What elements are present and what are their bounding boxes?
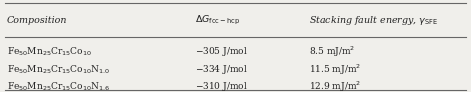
Text: Fe$_{50}$Mn$_{25}$Cr$_{15}$Co$_{10}$N$_{1.0}$: Fe$_{50}$Mn$_{25}$Cr$_{15}$Co$_{10}$N$_{… <box>7 64 110 76</box>
Text: 8.5 mJ/m$^{2}$: 8.5 mJ/m$^{2}$ <box>309 44 355 59</box>
Text: 11.5 mJ/m$^{2}$: 11.5 mJ/m$^{2}$ <box>309 63 361 77</box>
Text: Fe$_{50}$Mn$_{25}$Cr$_{15}$Co$_{10}$: Fe$_{50}$Mn$_{25}$Cr$_{15}$Co$_{10}$ <box>7 45 92 58</box>
Text: Stacking fault energy, $\gamma_{\mathrm{SFE}}$: Stacking fault energy, $\gamma_{\mathrm{… <box>309 14 438 27</box>
Text: $-$305 J/mol: $-$305 J/mol <box>195 45 248 58</box>
Text: 12.9 mJ/m$^{2}$: 12.9 mJ/m$^{2}$ <box>309 79 361 92</box>
Text: $-$334 J/mol: $-$334 J/mol <box>195 63 248 76</box>
Text: $-$310 J/mol: $-$310 J/mol <box>195 80 248 92</box>
Text: Composition: Composition <box>7 16 67 25</box>
Text: $\Delta G_{\mathrm{fcc-hcp}}$: $\Delta G_{\mathrm{fcc-hcp}}$ <box>195 14 241 27</box>
Text: Fe$_{50}$Mn$_{25}$Cr$_{15}$Co$_{10}$N$_{1.6}$: Fe$_{50}$Mn$_{25}$Cr$_{15}$Co$_{10}$N$_{… <box>7 80 110 92</box>
